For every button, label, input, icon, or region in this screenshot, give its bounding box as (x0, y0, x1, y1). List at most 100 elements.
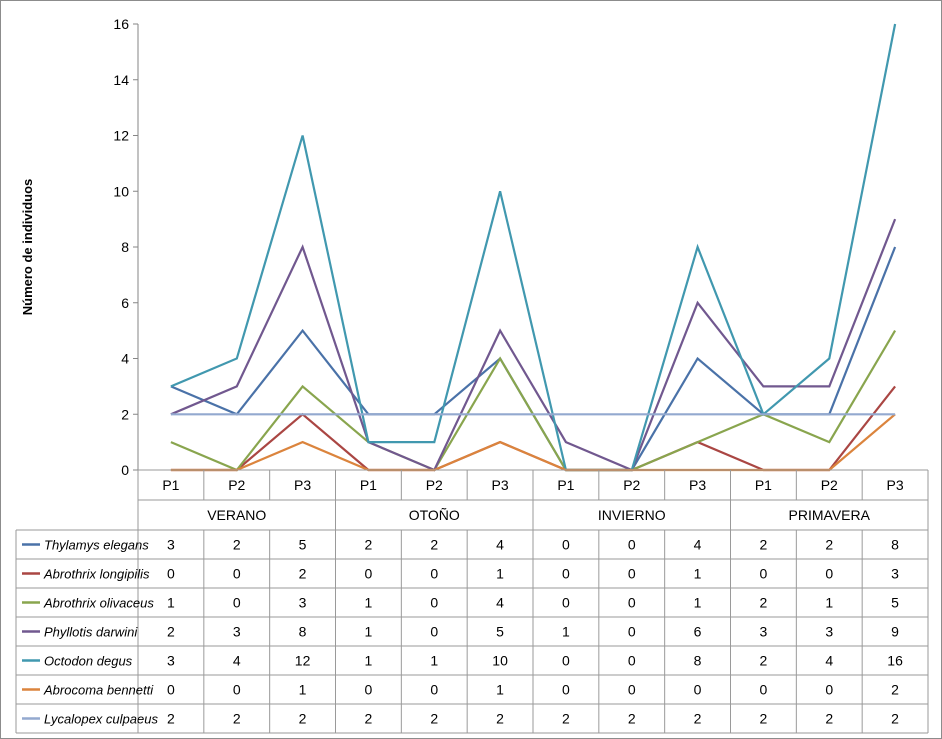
table-cell: 0 (562, 595, 570, 611)
season-label: VERANO (207, 507, 266, 523)
table-cell: 2 (628, 711, 636, 727)
table-cell: 12 (295, 653, 311, 669)
y-tick-label: 2 (121, 406, 129, 422)
table-cell: 3 (760, 624, 768, 640)
table-cell: 0 (167, 682, 175, 698)
table-cell: 1 (496, 682, 504, 698)
table-cell: 3 (825, 624, 833, 640)
y-tick-label: 16 (113, 16, 129, 32)
season-label: INVIERNO (598, 507, 666, 523)
table-cell: 4 (233, 653, 241, 669)
table-cell: 0 (694, 682, 702, 698)
table-cell: 8 (891, 537, 899, 553)
series-name: Phyllotis darwini (44, 625, 138, 640)
table-cell: 2 (496, 711, 504, 727)
y-tick-label: 10 (113, 183, 129, 199)
x-tick-label: P2 (623, 477, 640, 493)
y-tick-label: 8 (121, 239, 129, 255)
x-tick-label: P3 (294, 477, 311, 493)
table-cell: 0 (167, 566, 175, 582)
series-line-octodon-degus (170, 23, 897, 472)
table-cell: 1 (365, 653, 373, 669)
series-name: Abrothrix longipilis (43, 567, 150, 582)
x-tick-label: P3 (887, 477, 904, 493)
table-cell: 2 (299, 711, 307, 727)
table-cell: 2 (233, 537, 241, 553)
table-cell: 0 (628, 595, 636, 611)
table-cell: 0 (430, 595, 438, 611)
table-cell: 0 (562, 682, 570, 698)
table-cell: 4 (496, 595, 504, 611)
series-name: Thylamys elegans (44, 538, 149, 553)
table-cell: 3 (233, 624, 241, 640)
y-tick-label: 6 (121, 295, 129, 311)
table-cell: 8 (299, 624, 307, 640)
table-cell: 1 (299, 682, 307, 698)
table-cell: 1 (496, 566, 504, 582)
table-cell: 5 (496, 624, 504, 640)
table-cell: 1 (365, 595, 373, 611)
table-cell: 8 (694, 653, 702, 669)
table-cell: 1 (430, 653, 438, 669)
table-cell: 2 (760, 711, 768, 727)
table-cell: 0 (365, 566, 373, 582)
table-cell: 0 (628, 624, 636, 640)
table-cell: 3 (167, 537, 175, 553)
table-cell: 1 (694, 566, 702, 582)
table-cell: 4 (825, 653, 833, 669)
table-cell: 0 (233, 595, 241, 611)
table-cell: 0 (562, 537, 570, 553)
y-tick-label: 0 (121, 462, 129, 478)
table-cell: 5 (299, 537, 307, 553)
table-cell: 1 (365, 624, 373, 640)
table-cell: 0 (562, 653, 570, 669)
series-line-phyllotis-darwini (170, 218, 897, 472)
x-tick-label: P1 (755, 477, 772, 493)
table-cell: 4 (496, 537, 504, 553)
table-cell: 0 (628, 566, 636, 582)
table-cell: 1 (562, 624, 570, 640)
table-cell: 0 (562, 566, 570, 582)
table-cell: 2 (760, 595, 768, 611)
table-cell: 2 (760, 537, 768, 553)
table-cell: 2 (167, 624, 175, 640)
table-cell: 5 (891, 595, 899, 611)
table-cell: 3 (299, 595, 307, 611)
table-cell: 0 (430, 682, 438, 698)
table-cell: 0 (430, 624, 438, 640)
y-tick-label: 4 (121, 351, 129, 367)
table-cell: 0 (628, 537, 636, 553)
table-cell: 0 (430, 566, 438, 582)
table-cell: 2 (365, 537, 373, 553)
table-cell: 0 (365, 682, 373, 698)
table-cell: 2 (825, 711, 833, 727)
table-cell: 16 (887, 653, 903, 669)
x-tick-label: P1 (162, 477, 179, 493)
table-cell: 0 (825, 566, 833, 582)
series-name: Lycalopex culpaeus (44, 712, 158, 727)
y-axis-label: Número de individuos (20, 179, 35, 316)
table-cell: 1 (825, 595, 833, 611)
x-tick-label: P2 (426, 477, 443, 493)
table-cell: 2 (562, 711, 570, 727)
table-cell: 3 (891, 566, 899, 582)
table-cell: 0 (628, 682, 636, 698)
season-label: OTOÑO (409, 507, 460, 523)
table-cell: 2 (365, 711, 373, 727)
x-tick-label: P2 (228, 477, 245, 493)
table-cell: 9 (891, 624, 899, 640)
series-name: Abrocoma bennetti (43, 683, 154, 698)
table-cell: 0 (760, 566, 768, 582)
table-cell: 0 (233, 566, 241, 582)
table-cell: 3 (167, 653, 175, 669)
table-cell: 2 (299, 566, 307, 582)
x-tick-label: P3 (492, 477, 509, 493)
table-cell: 2 (430, 537, 438, 553)
series-name: Octodon degus (44, 654, 133, 669)
table-cell: 0 (233, 682, 241, 698)
table-cell: 2 (233, 711, 241, 727)
table-cell: 10 (492, 653, 508, 669)
table-cell: 0 (825, 682, 833, 698)
table-cell: 2 (891, 682, 899, 698)
